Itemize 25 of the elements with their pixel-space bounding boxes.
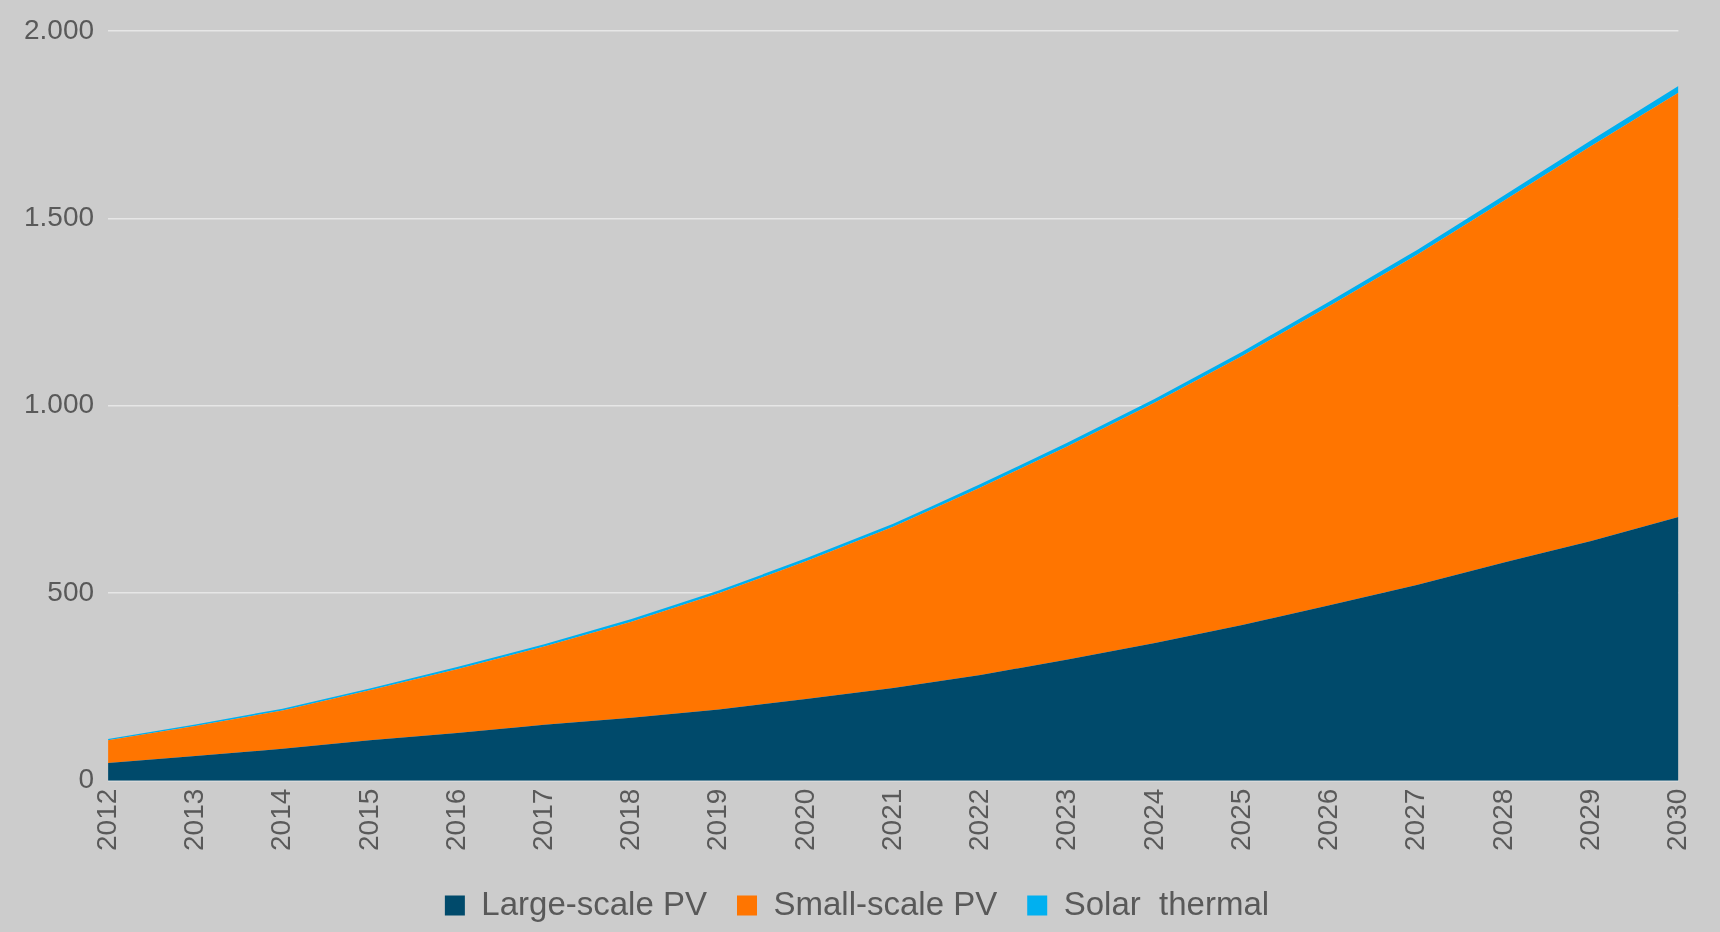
x-tick-label: 2014: [265, 788, 297, 852]
legend-label: Large-scale PV: [481, 884, 707, 922]
y-tick-label: 1.000: [23, 388, 95, 420]
x-tick-label: 2026: [1312, 788, 1344, 852]
y-tick-label: 1.500: [23, 201, 95, 232]
x-tick-label: 2015: [352, 788, 384, 852]
x-tick-label: 2018: [614, 788, 646, 852]
x-tick-label: 2017: [526, 788, 558, 852]
x-tick-label: 2023: [1050, 788, 1082, 852]
x-tick-label: 2029: [1573, 788, 1605, 852]
legend-label: Small-scale PV: [773, 884, 998, 922]
x-tick-label: 2024: [1137, 788, 1169, 852]
x-tick-label: 2027: [1399, 788, 1431, 852]
x-tick-label: 2025: [1224, 788, 1256, 852]
x-tick-label: 2019: [701, 788, 733, 852]
legend-label: Solar thermal: [1063, 884, 1270, 922]
x-tick-label: 2030: [1661, 788, 1693, 852]
x-tick-label: 2013: [178, 788, 210, 852]
x-tick-label: 2016: [439, 788, 471, 852]
y-tick-label: 500: [47, 575, 95, 607]
x-tick-label: 2022: [963, 788, 995, 852]
x-tick-label: 2028: [1486, 788, 1518, 852]
x-tick-label: 2021: [875, 788, 907, 852]
y-tick-label: 2.000: [23, 13, 95, 45]
x-tick-label: 2020: [788, 788, 820, 852]
